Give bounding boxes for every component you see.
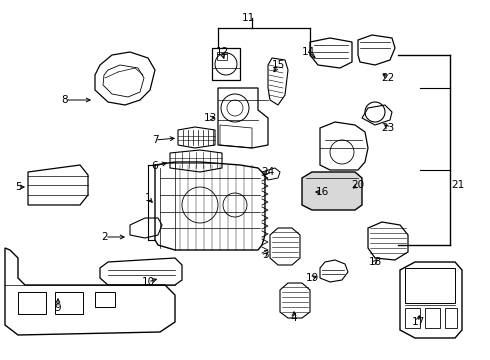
Text: 1: 1 <box>145 193 151 203</box>
Bar <box>18 292 46 314</box>
Text: 24: 24 <box>261 167 274 177</box>
Text: 17: 17 <box>412 317 425 327</box>
Text: 16: 16 <box>316 187 329 197</box>
Bar <box>425 308 440 328</box>
Text: 20: 20 <box>351 180 365 190</box>
Text: 10: 10 <box>142 277 154 287</box>
Text: 8: 8 <box>62 95 68 105</box>
Text: 12: 12 <box>216 47 229 57</box>
Bar <box>405 308 420 328</box>
Text: 2: 2 <box>102 232 108 242</box>
Text: 23: 23 <box>381 123 394 133</box>
Text: 22: 22 <box>381 73 394 83</box>
Polygon shape <box>302 172 362 210</box>
Text: 15: 15 <box>271 60 285 70</box>
Bar <box>217 52 227 60</box>
Bar <box>95 292 115 307</box>
Text: 6: 6 <box>152 161 158 171</box>
Text: 14: 14 <box>301 47 315 57</box>
Text: 18: 18 <box>368 257 382 267</box>
Text: 4: 4 <box>291 313 297 323</box>
Text: 21: 21 <box>451 180 465 190</box>
Text: 9: 9 <box>55 303 61 313</box>
Text: 3: 3 <box>262 250 269 260</box>
Text: 19: 19 <box>305 273 318 283</box>
Text: 5: 5 <box>15 182 21 192</box>
Bar <box>55 292 83 314</box>
Text: 7: 7 <box>152 135 158 145</box>
Text: 11: 11 <box>242 13 255 23</box>
Text: 13: 13 <box>203 113 217 123</box>
Bar <box>405 268 455 303</box>
Bar <box>445 308 457 328</box>
